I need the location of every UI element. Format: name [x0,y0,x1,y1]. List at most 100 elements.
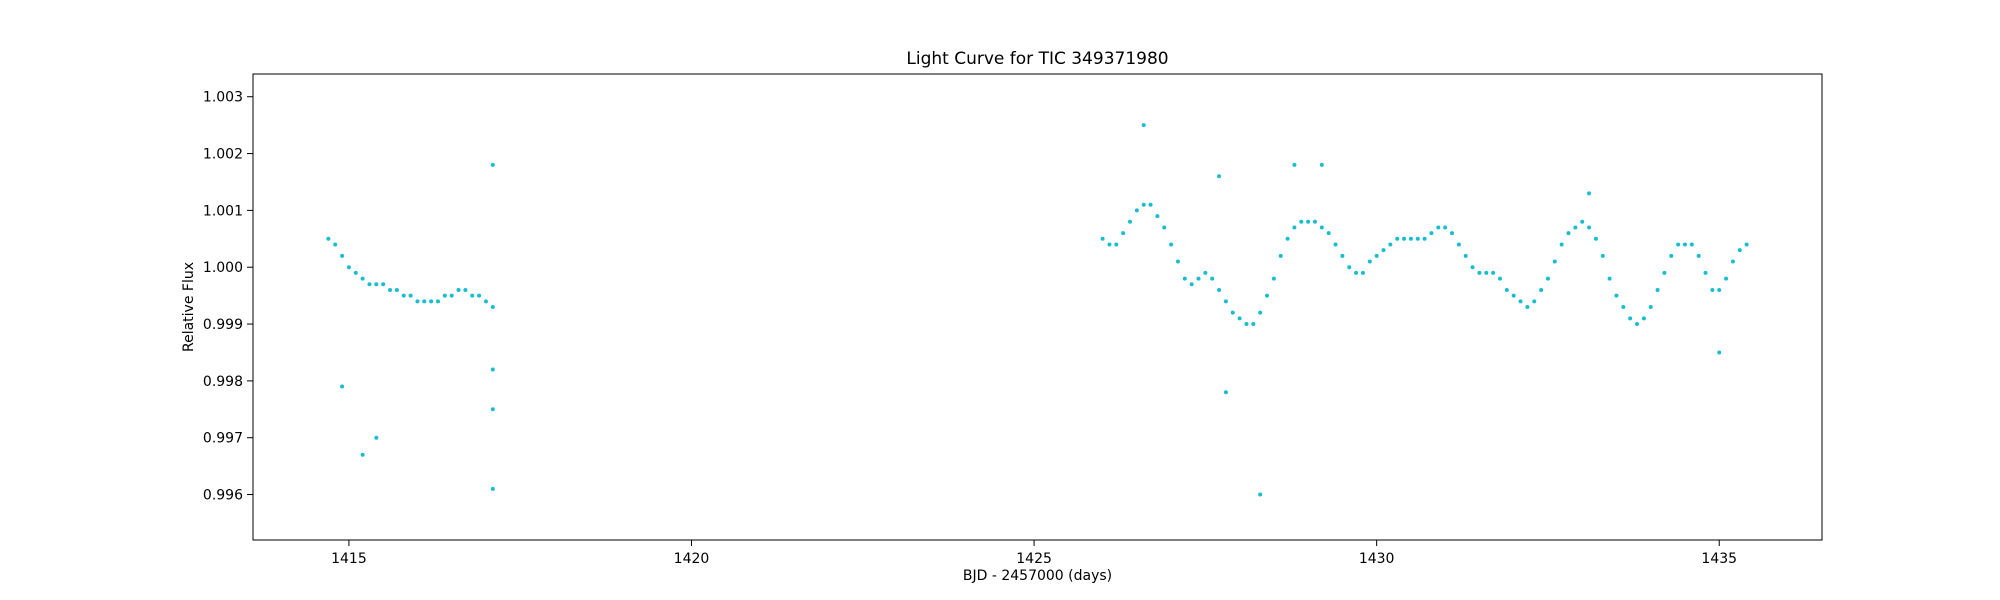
data-point [1737,248,1742,253]
data-point [1100,236,1105,241]
data-point [1593,236,1598,241]
data-point [1258,492,1263,497]
data-point [1422,236,1427,241]
data-point [1258,310,1263,315]
y-tick-label: 0.998 [203,374,243,390]
data-point [1244,322,1249,327]
x-axis-ticks: 1415 1420 1425 1430 1435 [331,540,1737,567]
data-point [1717,350,1722,355]
data-point [1217,287,1222,292]
data-point [1662,270,1667,275]
data-point [415,299,420,304]
data-point [1628,316,1633,321]
data-point [1689,242,1694,247]
data-point [1477,270,1482,275]
data-point [1696,253,1701,258]
data-point [1641,316,1646,321]
data-point [1121,231,1126,236]
data-point [470,293,475,298]
data-point [1580,219,1585,224]
data-point [1388,242,1393,247]
data-point [381,282,386,287]
data-point [1210,276,1215,281]
data-point [1730,259,1735,264]
data-point [1587,191,1592,196]
data-point [1292,225,1297,230]
data-point [422,299,427,304]
data-point [442,293,447,298]
data-point [1134,208,1139,213]
data-point [333,242,338,247]
y-axis-ticks: 0.996 0.997 0.998 0.999 1.000 1.001 1.002 1.003 [203,90,253,504]
data-point [1395,236,1400,241]
y-tick-label: 0.997 [203,431,243,447]
data-point [490,407,495,412]
data-point [1545,276,1550,281]
data-point [477,293,482,298]
y-tick-label: 1.001 [203,203,243,219]
data-point [1621,305,1626,309]
data-point [1196,276,1201,281]
data-point [1285,236,1290,241]
data-point [326,236,331,241]
data-point [388,287,393,292]
data-point [1148,202,1153,207]
data-point [1744,242,1749,247]
data-point [1347,265,1352,270]
data-point [1374,253,1379,258]
data-point [1299,219,1304,224]
data-point [1607,276,1612,281]
data-point [1141,202,1146,207]
data-point [360,276,365,281]
data-point [1367,259,1372,264]
data-point [490,367,495,372]
data-point [1223,390,1228,395]
data-point [1278,253,1283,258]
y-tick-label: 0.999 [203,317,243,333]
plot-frame [252,73,1823,541]
data-point [1319,162,1324,167]
data-point [401,293,406,298]
data-points-layer [326,123,1749,497]
data-point [1162,225,1167,230]
data-point [1203,270,1208,275]
data-point [1251,322,1256,327]
data-point [1539,287,1544,292]
x-tick-label: 1435 [1701,551,1737,567]
data-point [1381,248,1386,253]
data-point [1169,242,1174,247]
data-point [1573,225,1578,230]
x-tick-label: 1420 [674,551,710,567]
data-point [1456,242,1461,247]
data-point [1518,299,1523,304]
y-tick-label: 0.996 [203,488,243,504]
data-point [1175,259,1180,264]
data-point [449,293,454,298]
y-tick-label: 1.003 [203,90,243,106]
data-point [490,486,495,491]
data-point [1223,299,1228,304]
data-point [1155,214,1160,219]
data-point [1319,225,1324,230]
data-point [1450,231,1455,236]
x-tick-label: 1415 [331,551,367,567]
data-point [1559,242,1564,247]
x-tick-label: 1430 [1359,551,1395,567]
data-point [1484,270,1489,275]
data-point [1717,287,1722,292]
data-point [1360,270,1365,275]
data-point [1128,219,1132,224]
data-point [1340,253,1345,258]
data-point [490,305,495,309]
x-axis-label: BJD - 2457000 (days) [963,568,1112,584]
data-point [1443,225,1448,230]
data-point [1429,231,1434,236]
data-point [1217,174,1222,179]
data-point [360,452,365,457]
data-point [1436,225,1441,230]
chart-title: Light Curve for TIC 349371980 [906,49,1168,69]
data-point [1504,287,1509,292]
